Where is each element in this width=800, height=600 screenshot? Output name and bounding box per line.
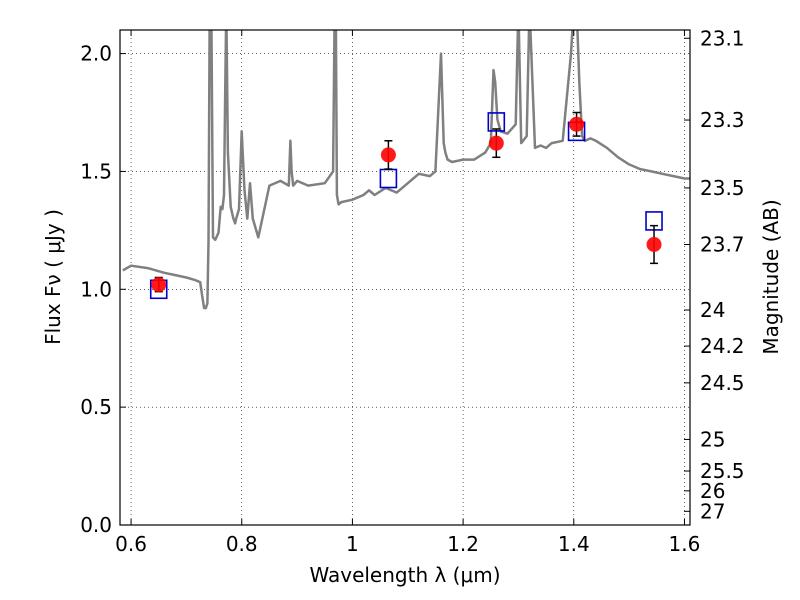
plot-area (122, 30, 690, 310)
magnitude-tick-label: 24.2 (700, 334, 745, 358)
grid-lines (120, 30, 690, 526)
right-axis-label: Magnitude (AB) (759, 199, 783, 354)
x-tick-label: 0.6 (115, 532, 147, 556)
magnitude-tick-label: 24 (700, 298, 725, 322)
magnitude-tick-label: 23.3 (700, 108, 745, 132)
observed-flux-point (569, 116, 585, 132)
magnitude-tick-label: 27 (700, 499, 725, 523)
x-axis-label: Wavelength λ (μm) (309, 563, 500, 587)
model-spectrum-line (122, 30, 690, 310)
magnitude-tick-label: 23.5 (700, 176, 745, 200)
y-axis-label: Flux Fν ( μJy ) (41, 209, 65, 345)
x-tick-label: 1.6 (669, 532, 701, 556)
magnitude-tick-label: 25.5 (700, 459, 745, 483)
y-tick-label: 0.5 (80, 395, 112, 419)
y-tick-label: 0.0 (80, 513, 112, 537)
magnitude-tick-label: 25 (700, 427, 725, 451)
y-tick-label: 1.5 (80, 159, 112, 183)
x-tick-label: 1 (346, 532, 359, 556)
y-tick-label: 1.0 (80, 277, 112, 301)
model-flux-square (379, 168, 398, 189)
observed-flux-point (380, 147, 396, 163)
axes: 0.6 0.8 1 1.2 1.4 1.6 0.0 0.5 1.0 1.5 2.0 23.1 23.3 2… (80, 26, 744, 556)
x-tick-label: 1.2 (447, 532, 479, 556)
observed-flux-point (151, 277, 167, 293)
x-tick-label: 1.4 (558, 532, 590, 556)
y-tick-label: 2.0 (80, 42, 112, 66)
observed-flux-point (646, 237, 662, 252)
magnitude-tick-label: 23.7 (700, 233, 745, 257)
x-tick-label: 0.8 (226, 532, 258, 556)
magnitude-tick-label: 26 (700, 479, 725, 503)
observed-flux-point (488, 135, 504, 151)
magnitude-tick-label: 24.5 (700, 371, 745, 395)
plot-frame (119, 29, 691, 526)
magnitude-tick-label: 23.1 (700, 26, 745, 50)
